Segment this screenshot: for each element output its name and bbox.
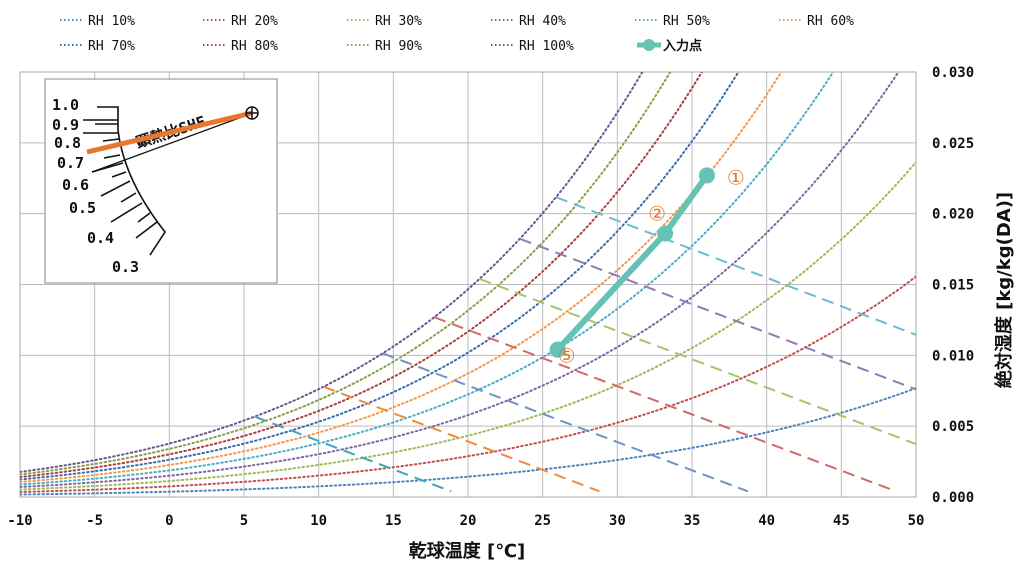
shf-value-line (86, 110, 253, 155)
point-label: ⑤ (558, 344, 576, 368)
legend-label: RH 100% (519, 39, 574, 54)
rh-curve (20, 72, 740, 481)
x-tick-label: 25 (534, 513, 551, 529)
enthalpy-line (433, 316, 897, 493)
x-tick-label: 20 (460, 513, 477, 529)
x-tick-label: 35 (684, 513, 701, 529)
plot-frame (19, 71, 917, 498)
shf-origin-icon (245, 106, 259, 120)
x-tick-label: 15 (385, 513, 402, 529)
x-tick-label: 50 (908, 513, 925, 529)
legend-label: RH 10% (88, 14, 135, 29)
enthalpy-line (479, 277, 916, 445)
x-tick-label: 40 (758, 513, 775, 529)
point-label: ① (727, 165, 745, 189)
rh-curve (20, 72, 900, 488)
y-tick-label: 0.010 (932, 348, 974, 364)
shf-reference-line (91, 113, 251, 173)
legend-label: RH 60% (807, 14, 854, 29)
legend-label: RH 70% (88, 39, 135, 54)
y-tick-label: 0.030 (932, 65, 974, 81)
y-axis-ticks: 0.000 0.005 0.010 0.015 0.020 0.025 0.030 (932, 65, 974, 506)
enthalpy-line (519, 237, 916, 391)
legend-label: RH 30% (375, 14, 422, 29)
rh-curve (20, 161, 916, 491)
rh-curve (20, 72, 704, 478)
legend-label: RH 50% (663, 14, 710, 29)
input-point (698, 167, 715, 184)
x-tick-label: 5 (240, 513, 248, 529)
rh-curve (20, 72, 783, 483)
x-tick-label: 30 (609, 513, 626, 529)
legend-label: 入力点 (663, 38, 702, 54)
x-axis-ticks: -10 -5 0 5 10 15 20 25 30 35 40 45 50 (7, 513, 924, 529)
shf-label: 0.8 (54, 134, 81, 152)
shf-label: 0.5 (69, 199, 96, 217)
shf-scale-arc (97, 106, 166, 256)
y-tick-label: 0.015 (932, 278, 974, 294)
shf-label: 0.3 (112, 258, 139, 276)
shf-label: 0.7 (57, 154, 84, 172)
x-tick-label: 0 (165, 513, 173, 529)
enthalpy-line (254, 415, 452, 493)
rh-curve (20, 72, 644, 473)
x-tick-label: -10 (7, 513, 32, 529)
legend-label: RH 40% (519, 14, 566, 29)
x-tick-label: -5 (86, 513, 103, 529)
input-point (657, 225, 674, 242)
shf-label: 0.4 (87, 229, 114, 247)
y-tick-label: 0.000 (932, 490, 974, 506)
plot-area (20, 72, 916, 496)
legend-label: RH 90% (375, 39, 422, 54)
x-axis-title: 乾球温度 [℃] (409, 540, 526, 562)
legend-label: RH 20% (231, 14, 278, 29)
enthalpy-line (382, 352, 749, 493)
legend-marker (643, 39, 655, 51)
x-tick-label: 45 (833, 513, 850, 529)
legend: RH 10% RH 20% RH 30% RH 40% RH 50% RH 60% RH 7… (60, 14, 854, 54)
enthalpy-line (323, 385, 600, 493)
inset-frame (44, 78, 278, 284)
point-label: ② (648, 202, 666, 226)
y-tick-label: 0.025 (932, 136, 974, 152)
shf-scale-ticks (83, 119, 158, 239)
x-tick-label: 10 (310, 513, 327, 529)
input-points: ① ② ⑤ (549, 165, 745, 368)
input-point (549, 341, 566, 358)
rh-curve (20, 275, 916, 493)
y-tick-label: 0.005 (932, 419, 974, 435)
shf-inset: 顕熱比SHF 1.0 0.9 0.8 0.7 0.6 0.5 0.4 0.3 (44, 78, 278, 284)
rh-curve (20, 72, 835, 486)
shf-label: 0.9 (52, 116, 79, 134)
shf-label: 0.6 (62, 176, 89, 194)
rh-curve (20, 72, 672, 476)
enthalpy-line (555, 196, 916, 336)
shf-label: 1.0 (52, 96, 79, 114)
rh-curve (20, 387, 916, 496)
legend-label: RH 80% (231, 39, 278, 54)
y-tick-label: 0.020 (932, 207, 974, 223)
y-axis-title: 絶対湿度 [kg/kg(DA)] (993, 192, 1015, 388)
